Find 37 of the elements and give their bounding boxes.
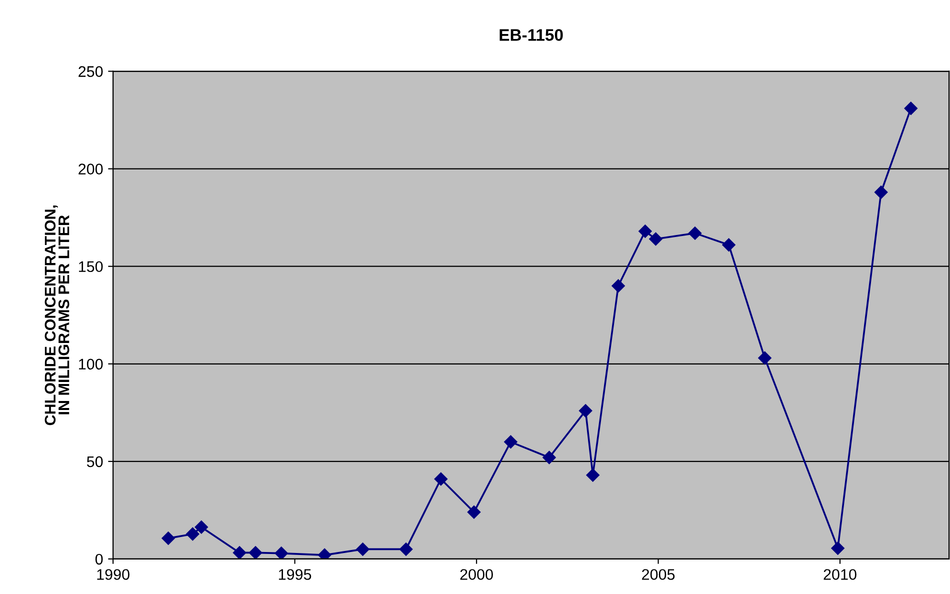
point [649, 232, 662, 246]
point [874, 186, 888, 199]
x-tick-label: 2000 [460, 569, 493, 580]
point [248, 546, 262, 559]
y-tick-label: 200 [78, 164, 103, 174]
point [232, 546, 246, 559]
point [586, 468, 600, 482]
point [434, 472, 448, 486]
point [688, 226, 702, 240]
point [467, 506, 481, 519]
point [194, 520, 208, 534]
point [758, 351, 772, 365]
y-tick-label: 50 [86, 456, 103, 468]
point [274, 546, 288, 559]
point [162, 532, 175, 545]
point [399, 542, 413, 556]
point [904, 102, 918, 115]
y-axis-title: CHLORIDE CONCENTRATION, IN MILLIGRAMS PER LITER [44, 206, 70, 426]
y-tick-label: 250 [78, 66, 103, 77]
x-tick-label: 1995 [278, 569, 312, 580]
y-tick-label: 0 [95, 554, 103, 565]
y-tick-label: 100 [79, 358, 103, 370]
point [318, 548, 332, 559]
point [722, 238, 736, 252]
point [612, 279, 625, 292]
y-tick-label: 150 [79, 261, 103, 272]
point [831, 542, 844, 555]
x-tick-label: 2010 [824, 569, 856, 580]
chart-title: EB-1150 [500, 29, 563, 41]
point [504, 435, 518, 448]
point [356, 542, 370, 556]
point [542, 450, 556, 464]
x-tick-label: 2005 [642, 569, 675, 580]
x-tick-label: 1990 [97, 569, 130, 580]
point [578, 404, 592, 418]
point [638, 224, 652, 238]
point [186, 527, 200, 541]
